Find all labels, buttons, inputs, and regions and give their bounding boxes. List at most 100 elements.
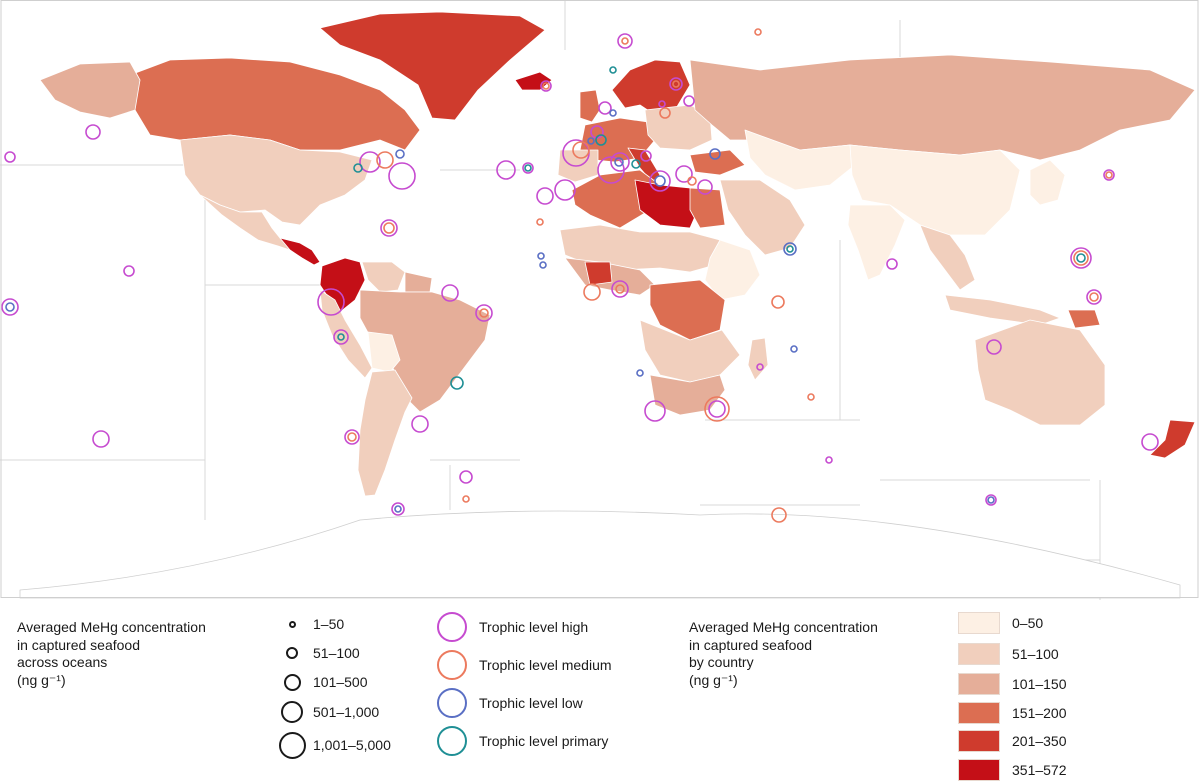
trophic-legend-label: Trophic level primary bbox=[479, 733, 609, 749]
ocean-mehg-circle bbox=[123, 265, 135, 277]
ocean-mehg-circle bbox=[609, 109, 617, 117]
world-map bbox=[0, 0, 1200, 600]
country-class-item: 51–100 bbox=[958, 643, 1059, 665]
ocean-mehg-circle bbox=[621, 37, 629, 45]
country-ecuador-peru bbox=[319, 289, 373, 379]
ocean-mehg-circle bbox=[583, 283, 601, 301]
ocean-mehg-circle bbox=[459, 470, 473, 484]
country-scandinavia bbox=[611, 59, 691, 116]
ocean-mehg-circle bbox=[353, 163, 363, 173]
ocean-mehg-circle bbox=[1086, 289, 1102, 305]
trophic-circle-icon bbox=[437, 688, 467, 718]
ocean-mehg-circle bbox=[5, 302, 15, 312]
ocean-mehg-circle bbox=[524, 164, 532, 172]
ocean-mehg-circle bbox=[347, 432, 357, 442]
size-legend-label: 1,001–5,000 bbox=[313, 737, 391, 753]
country-class-item: 201–350 bbox=[958, 730, 1067, 752]
ocean-mehg-circle bbox=[1105, 171, 1113, 179]
class-swatch bbox=[958, 702, 1000, 724]
size-legend-circle-icon bbox=[286, 647, 298, 659]
ocean-mehg-circle bbox=[1, 298, 19, 316]
ocean-mehg-circle bbox=[395, 149, 405, 159]
ocean-mehg-circle bbox=[85, 124, 101, 140]
ocean-mehg-circle bbox=[1141, 433, 1159, 451]
class-label: 351–572 bbox=[1012, 762, 1067, 778]
country-canada bbox=[129, 57, 421, 151]
ocean-mehg-circle bbox=[536, 218, 544, 226]
ocean-mehg-circle bbox=[615, 284, 625, 294]
size-legend-label: 51–100 bbox=[313, 645, 360, 661]
country-class-item: 351–572 bbox=[958, 759, 1067, 781]
ocean-mehg-circle bbox=[598, 101, 612, 115]
class-label: 0–50 bbox=[1012, 615, 1044, 631]
ocean-mehg-circle bbox=[636, 369, 644, 377]
ocean-legend-title: Averaged MeHg concentration in captured … bbox=[17, 619, 206, 688]
ocean-mehg-circle bbox=[337, 333, 345, 341]
ocean-mehg-circle bbox=[709, 148, 721, 160]
ocean-mehg-circle bbox=[344, 429, 360, 445]
country-japan-korea bbox=[1029, 159, 1066, 206]
ocean-mehg-circle bbox=[886, 258, 898, 270]
ocean-mehg-circle bbox=[1089, 292, 1099, 302]
ocean-mehg-circle bbox=[537, 252, 545, 260]
ocean-mehg-circle bbox=[376, 151, 394, 169]
ocean-mehg-circle bbox=[640, 150, 652, 162]
ocean-mehg-circle bbox=[391, 502, 405, 516]
ocean-mehg-circle bbox=[683, 95, 695, 107]
class-swatch bbox=[958, 612, 1000, 634]
ocean-mehg-circle bbox=[786, 245, 794, 253]
trophic-legend-label: Trophic level high bbox=[479, 619, 589, 635]
country-bolivia bbox=[367, 331, 401, 373]
ocean-mehg-circle bbox=[825, 456, 833, 464]
country-uk bbox=[579, 89, 601, 123]
ocean-mehg-circle bbox=[609, 66, 617, 74]
ocean-mehg-circle bbox=[783, 242, 797, 256]
ocean-mehg-circle bbox=[987, 496, 995, 504]
size-legend-label: 1–50 bbox=[313, 616, 345, 632]
map-frame bbox=[0, 0, 1199, 598]
ocean-mehg-circle bbox=[4, 151, 16, 163]
antarctica bbox=[19, 510, 1181, 599]
ocean-mehg-circle bbox=[675, 165, 693, 183]
country-new-zealand bbox=[1149, 419, 1196, 459]
ocean-mehg-circle bbox=[1070, 247, 1092, 269]
ocean-mehg-circle bbox=[333, 329, 349, 345]
size-legend-circle-icon bbox=[283, 673, 301, 691]
ocean-mehg-circle bbox=[383, 222, 395, 234]
ocean-mehg-circle bbox=[672, 80, 680, 88]
ocean-mehg-circle bbox=[441, 284, 459, 302]
ocean-mehg-circle bbox=[654, 175, 666, 187]
country-madagascar bbox=[747, 337, 769, 381]
country-class-item: 101–150 bbox=[958, 673, 1067, 695]
ocean-mehg-circle bbox=[771, 507, 787, 523]
ocean-mehg-circle bbox=[631, 159, 641, 169]
country-east-africa bbox=[704, 239, 761, 301]
size-legend-circle-icon bbox=[288, 620, 296, 628]
country-alaska bbox=[39, 61, 141, 119]
country-class-item: 151–200 bbox=[958, 702, 1067, 724]
class-label: 51–100 bbox=[1012, 646, 1059, 662]
ocean-mehg-circle bbox=[756, 363, 764, 371]
ocean-mehg-circle bbox=[554, 179, 576, 201]
ocean-mehg-circle bbox=[496, 160, 516, 180]
ocean-circle-layer bbox=[1, 28, 1159, 523]
class-swatch bbox=[958, 730, 1000, 752]
country-indonesia bbox=[944, 294, 1061, 326]
country-venezuela bbox=[361, 261, 406, 293]
trophic-legend-label: Trophic level low bbox=[479, 695, 583, 711]
ocean-mehg-circle bbox=[411, 415, 429, 433]
ocean-mehg-circle bbox=[317, 288, 345, 316]
ocean-mehg-circle bbox=[985, 494, 997, 506]
ocean-mehg-circle bbox=[986, 339, 1002, 355]
country-egypt bbox=[689, 187, 726, 229]
ocean-mehg-circle bbox=[754, 28, 762, 36]
ocean-mehg-circle bbox=[522, 162, 534, 174]
ocean-mehg-circle bbox=[450, 376, 464, 390]
ocean-mehg-circle bbox=[771, 295, 785, 309]
country-greenland bbox=[319, 11, 546, 121]
trophic-circle-icon bbox=[437, 726, 467, 756]
ocean-mehg-circle bbox=[807, 393, 815, 401]
country-central-america bbox=[279, 237, 321, 266]
size-legend-item: 1–50 bbox=[278, 610, 344, 638]
ocean-mehg-circle bbox=[687, 176, 697, 186]
